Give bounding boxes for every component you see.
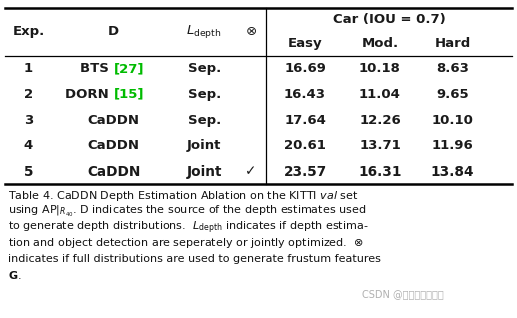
Text: DORN: DORN	[65, 88, 114, 101]
Text: Sep.: Sep.	[188, 62, 221, 75]
Text: 12.26: 12.26	[359, 114, 401, 127]
Text: 1: 1	[24, 62, 33, 75]
Text: 17.64: 17.64	[284, 114, 326, 127]
Text: $L_{\rm depth}$: $L_{\rm depth}$	[187, 23, 222, 40]
Text: Car (IOU = 0.7): Car (IOU = 0.7)	[332, 13, 446, 26]
Text: Mod.: Mod.	[361, 37, 399, 50]
Text: tion and object detection are seperately or jointly optimized.  $\otimes$: tion and object detection are seperately…	[8, 236, 363, 250]
Text: 16.31: 16.31	[358, 164, 402, 178]
Text: CaDDN: CaDDN	[88, 114, 140, 127]
Text: 10.18: 10.18	[359, 62, 401, 75]
Text: indicates if full distributions are used to generate frustum features: indicates if full distributions are used…	[8, 254, 381, 264]
Text: 10.10: 10.10	[432, 114, 473, 127]
Text: 4: 4	[24, 139, 33, 152]
Text: CaDDN: CaDDN	[88, 139, 140, 152]
Text: to generate depth distributions.  $L_{\rm depth}$ indicates if depth estima-: to generate depth distributions. $L_{\rm…	[8, 219, 368, 236]
Text: $\mathbf{G}$.: $\mathbf{G}$.	[8, 269, 21, 281]
Text: BTS: BTS	[80, 62, 114, 75]
Text: CSDN @自动驾驶小学生: CSDN @自动驾驶小学生	[362, 289, 444, 299]
Text: 2: 2	[24, 88, 33, 101]
Text: 23.57: 23.57	[283, 164, 327, 178]
Text: Joint: Joint	[187, 164, 222, 178]
Text: Hard: Hard	[434, 37, 470, 50]
Text: D: D	[108, 25, 119, 38]
Text: 20.61: 20.61	[284, 139, 326, 152]
Text: using AP$|_{R_{40}}$. D indicates the source of the depth estimates used: using AP$|_{R_{40}}$. D indicates the so…	[8, 204, 366, 219]
Text: 8.63: 8.63	[436, 62, 469, 75]
Text: Table 4. CaDDN Depth Estimation Ablation on the KITTI $\it{val}$ set: Table 4. CaDDN Depth Estimation Ablation…	[8, 189, 358, 203]
Text: 13.71: 13.71	[359, 139, 401, 152]
Text: 11.04: 11.04	[359, 88, 401, 101]
Text: ✓: ✓	[245, 164, 256, 178]
Text: Sep.: Sep.	[188, 88, 221, 101]
Text: Sep.: Sep.	[188, 114, 221, 127]
Text: $\otimes$: $\otimes$	[245, 25, 257, 38]
Text: Joint: Joint	[187, 139, 221, 152]
Text: CaDDN: CaDDN	[87, 164, 141, 178]
Text: 13.84: 13.84	[431, 164, 474, 178]
Text: 3: 3	[24, 114, 33, 127]
Text: 9.65: 9.65	[436, 88, 469, 101]
Text: [27]: [27]	[114, 62, 144, 75]
Text: Easy: Easy	[288, 37, 322, 50]
Text: 5: 5	[24, 164, 33, 178]
Text: [15]: [15]	[114, 88, 144, 101]
Text: 11.96: 11.96	[432, 139, 473, 152]
Text: Exp.: Exp.	[12, 25, 44, 38]
Text: 16.43: 16.43	[284, 88, 326, 101]
Text: 16.69: 16.69	[284, 62, 326, 75]
